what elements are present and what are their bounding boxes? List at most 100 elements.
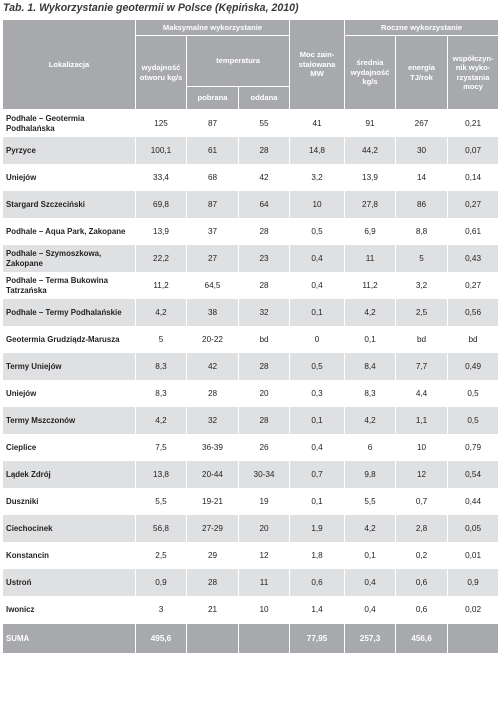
table-cell: 0,9 <box>135 569 187 596</box>
table-cell: 64,5 <box>186 272 239 299</box>
cell-lokalizacja: Podhale – Geotermia Podhalańska <box>2 109 136 137</box>
cell-lokalizacja: Podhale – Terma Bukowina Tatrzańska <box>2 272 136 299</box>
table-row: Uniejów 8,3 28 20 0,3 8,3 4,4 0,5 <box>2 380 500 407</box>
table-cell: 0,27 <box>447 272 500 299</box>
table-cell: 8,8 <box>395 218 449 245</box>
table-cell: 27 <box>186 245 239 272</box>
table-row-suma: SUMA 495,6 77,95 257,3 456,6 <box>2 623 500 653</box>
table-cell: 0,02 <box>447 596 500 624</box>
table-row: Stargard Szczeciński 69,8 87 64 10 27,8 86 0,27 <box>2 191 500 218</box>
header-lokalizacja: Lokalizacja <box>2 19 136 110</box>
table-cell: 28 <box>237 218 291 245</box>
suma-cell: 456,6 <box>395 623 449 653</box>
table-cell: 19-21 <box>186 488 239 515</box>
table-row: Konstancin 2,5 29 12 1,8 0,1 0,2 0,01 <box>2 542 500 569</box>
table-cell: 20-44 <box>186 461 239 488</box>
table-row: Podhale – Szymoszkowa, Zakopane 22,2 27 23 0… <box>2 245 500 272</box>
table-cell: 0,4 <box>289 245 346 272</box>
table-cell: 0,9 <box>447 569 500 596</box>
table-cell: 0,3 <box>289 380 346 407</box>
table-cell: 8,3 <box>135 380 187 407</box>
table-row: Uniejów 33,4 68 42 3,2 13,9 14 0,14 <box>2 164 500 191</box>
table-cell: 0,27 <box>447 191 500 218</box>
table-cell: 1,1 <box>395 407 449 434</box>
table-cell: 0,1 <box>289 407 346 434</box>
table-cell: 4,2 <box>135 299 187 326</box>
table-cell: 41 <box>289 109 346 137</box>
header-roczne-group: Roczne wykorzystanie <box>344 19 500 36</box>
table-cell: 125 <box>135 109 187 137</box>
cell-lokalizacja: Iwonicz <box>2 596 136 624</box>
table-row: Termy Mszczonów 4,2 32 28 0,1 4,2 1,1 0,5 <box>2 407 500 434</box>
table-cell: 10 <box>289 191 346 218</box>
table-cell: 23 <box>237 245 291 272</box>
cell-lokalizacja: Podhale – Termy Podhalańskie <box>2 299 136 326</box>
table-cell: 0,6 <box>395 569 449 596</box>
table-cell: 11,2 <box>344 272 397 299</box>
table-cell: 0,79 <box>447 434 500 461</box>
table-cell: 27,8 <box>344 191 397 218</box>
table-cell: 1,8 <box>289 542 346 569</box>
table-cell: 0,1 <box>289 488 346 515</box>
header-energia: energia TJ/rok <box>395 35 449 110</box>
table-cell: 42 <box>237 164 291 191</box>
cell-lokalizacja: Uniejów <box>2 380 136 407</box>
table-row: Iwonicz 3 21 10 1,4 0,4 0,6 0,02 <box>2 596 500 624</box>
cell-lokalizacja: Cieplice <box>2 434 136 461</box>
cell-lokalizacja: Pyrzyce <box>2 137 136 164</box>
table-row: Podhale – Aqua Park, Zakopane 13,9 37 28 0,5… <box>2 218 500 245</box>
table-cell: 11,2 <box>135 272 187 299</box>
table-cell: 8,4 <box>344 353 397 380</box>
table-row: Pyrzyce 100,1 61 28 14,8 44,2 30 0,07 <box>2 137 500 164</box>
table-cell: 32 <box>186 407 239 434</box>
table-cell: 20 <box>237 515 291 542</box>
table-cell: 21 <box>186 596 239 624</box>
header-maks-group: Maksymalne wykorzystanie <box>134 19 291 36</box>
cell-lokalizacja: Podhale – Szymoszkowa, Zakopane <box>2 245 136 272</box>
table-cell: 4,2 <box>135 407 187 434</box>
table-cell: 14 <box>395 164 449 191</box>
table-cell: 0,6 <box>395 596 449 624</box>
table-cell: 38 <box>186 299 239 326</box>
table-cell: 0,44 <box>447 488 500 515</box>
table-cell: 10 <box>395 434 449 461</box>
suma-cell <box>237 623 291 653</box>
table-cell: 12 <box>395 461 449 488</box>
table-cell: 0,7 <box>395 488 449 515</box>
table-cell: 0,49 <box>447 353 500 380</box>
cell-lokalizacja: Uniejów <box>2 164 136 191</box>
table-cell: 1,4 <box>289 596 346 624</box>
table-cell: 37 <box>186 218 239 245</box>
table-row: Duszniki 5,5 19-21 19 0,1 5,5 0,7 0,44 <box>2 488 500 515</box>
table-row: Ciechocinek 56,8 27-29 20 1,9 4,2 2,8 0,05 <box>2 515 500 542</box>
suma-cell <box>447 623 500 653</box>
suma-cell: 257,3 <box>344 623 397 653</box>
table-row: Lądek Zdrój 13,8 20-44 30-34 0,7 9,8 12 0,54 <box>2 461 500 488</box>
table-cell: 44,2 <box>344 137 397 164</box>
table-cell: 12 <box>237 542 291 569</box>
table-cell: 29 <box>186 542 239 569</box>
cell-lokalizacja: Geotermia Grudziądz-Marusza <box>2 326 136 353</box>
table-cell: 22,2 <box>135 245 187 272</box>
table-cell: 6,9 <box>344 218 397 245</box>
table-cell: 5 <box>395 245 449 272</box>
table-cell: 0,1 <box>289 299 346 326</box>
table-cell: 0,01 <box>447 542 500 569</box>
table-cell: 5,5 <box>344 488 397 515</box>
table-cell: 11 <box>344 245 397 272</box>
table-cell: 4,2 <box>344 515 397 542</box>
suma-cell: 495,6 <box>135 623 187 653</box>
cell-lokalizacja: Ustroń <box>2 569 136 596</box>
table-cell: 36-39 <box>186 434 239 461</box>
table-cell: 68 <box>186 164 239 191</box>
table-cell: 13,9 <box>135 218 187 245</box>
table-cell: 3,2 <box>289 164 346 191</box>
cell-lokalizacja: Ciechocinek <box>2 515 136 542</box>
table-cell: 0,1 <box>344 542 397 569</box>
suma-cell: 77,95 <box>289 623 346 653</box>
table-cell: 0,05 <box>447 515 500 542</box>
table-cell: 2,5 <box>135 542 187 569</box>
table-cell: 64 <box>237 191 291 218</box>
table-cell: 27-29 <box>186 515 239 542</box>
table-cell: 3,2 <box>395 272 449 299</box>
